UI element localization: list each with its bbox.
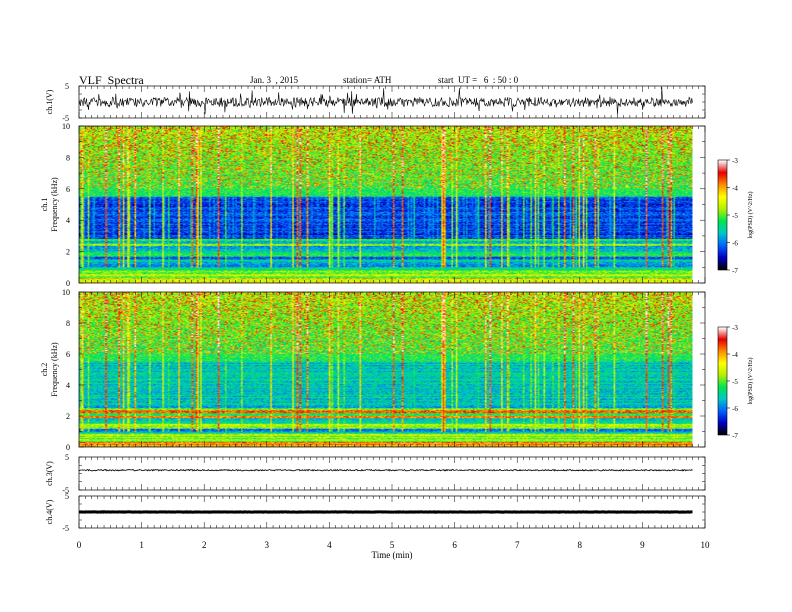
y-tick-label: -5 <box>62 486 69 495</box>
y-axis-label: ch.2 <box>40 363 49 377</box>
colorbar-tick-label: -5 <box>732 212 738 220</box>
y-axis-label: ch.1 <box>40 198 49 212</box>
y-tick-label: -5 <box>62 114 69 123</box>
colorbar-tick-label: -6 <box>732 240 738 248</box>
x-tick-label: 3 <box>265 540 270 550</box>
y-axis-label: ch.3(V) <box>45 461 54 486</box>
y-tick-label: 10 <box>62 288 70 297</box>
station-label: station= ATH <box>343 75 392 85</box>
y-tick-label: 8 <box>66 319 70 328</box>
x-tick-label: 1 <box>139 540 144 550</box>
start-time-label: start UT = 6 : 50 : 0 <box>438 75 519 85</box>
y-tick-label: 10 <box>62 122 70 131</box>
x-tick-label: 7 <box>515 540 520 550</box>
y-tick-label: 5 <box>65 82 69 91</box>
x-axis-label: Time (min) <box>372 550 413 560</box>
y-tick-label: 4 <box>66 216 70 225</box>
waveform-ch3 <box>78 468 693 472</box>
x-tick-label: 2 <box>202 540 207 550</box>
y-tick-label: 6 <box>66 185 70 194</box>
x-tick-label: 10 <box>701 540 711 550</box>
x-tick-label: 0 <box>77 540 82 550</box>
x-tick-label: 8 <box>578 540 583 550</box>
colorbar-tick-label: -4 <box>732 351 738 359</box>
y-tick-label: 2 <box>66 248 70 257</box>
colorbar-tick-label: -3 <box>732 324 738 332</box>
spectrogram-ch2 <box>79 292 693 447</box>
spectrogram-ch1 <box>79 126 693 283</box>
colorbar-tick-label: -5 <box>732 378 738 386</box>
y-axis-label: ch.1(V) <box>45 89 54 114</box>
y-tick-label: 0 <box>66 443 70 452</box>
colorbar-label: log(PSD) (V^2/Hz) <box>747 192 754 239</box>
y-tick-label: 8 <box>66 153 70 162</box>
date-label: Jan. 3 , 2015 <box>250 75 298 85</box>
x-tick-label: 4 <box>327 540 332 550</box>
y-tick-label: 4 <box>66 381 70 390</box>
x-tick-label: 5 <box>390 540 395 550</box>
y-axis-label: Frequency (kHz) <box>50 342 59 397</box>
y-tick-label: 0 <box>66 279 70 288</box>
colorbar-tick-label: -4 <box>732 185 738 193</box>
colorbar-tick-label: -3 <box>732 157 738 165</box>
colorbar-2 <box>718 327 727 435</box>
x-tick-label: 6 <box>452 540 457 550</box>
colorbar-tick-label: -7 <box>732 267 738 275</box>
colorbar-tick-label: -6 <box>732 405 738 413</box>
x-tick-label: 9 <box>640 540 645 550</box>
y-tick-label: 5 <box>65 453 69 462</box>
y-tick-label: 6 <box>66 350 70 359</box>
waveform-ch1 <box>78 87 693 115</box>
y-tick-label: -5 <box>62 524 69 533</box>
colorbar-1 <box>718 160 727 270</box>
colorbar-label: log(PSD) (V^2/Hz) <box>747 358 754 405</box>
colorbar-tick-label: -7 <box>732 432 738 440</box>
y-tick-label: 2 <box>66 412 70 421</box>
y-tick-label: 5 <box>65 492 69 501</box>
y-axis-label: Frequency (kHz) <box>50 177 59 232</box>
y-axis-label: ch.4(V) <box>45 499 54 524</box>
chart-title: VLF Spectra <box>79 73 144 87</box>
